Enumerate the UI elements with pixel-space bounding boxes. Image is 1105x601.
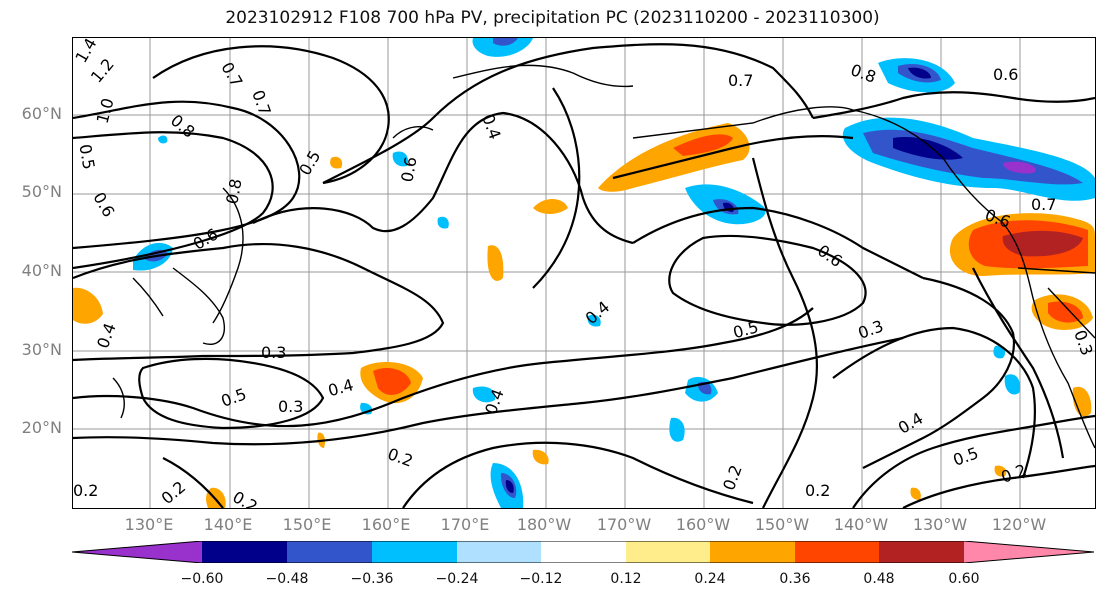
colorbar-left-triangle-icon xyxy=(72,541,202,563)
colorbar-segment xyxy=(795,541,879,563)
contour-label-group: 1.4 1.2 1.0 0.8 0.7 0.7 0.5 0.6 0.8 0.6 … xyxy=(73,38,1095,508)
colorbar-segment xyxy=(202,541,287,563)
contour-label: 0.2 xyxy=(229,487,261,508)
colorbar-tick-label: 0.12 xyxy=(610,571,642,587)
longitude-label: 160°E xyxy=(361,515,411,534)
colorbar-segment xyxy=(879,541,964,563)
map-panel: 1.4 1.2 1.0 0.8 0.7 0.7 0.5 0.6 0.8 0.6 … xyxy=(72,37,1096,509)
colorbar-segment xyxy=(541,541,626,563)
contour-label: 0.4 xyxy=(478,112,505,142)
longitude-label: 130°E xyxy=(124,515,174,534)
colorbar-segment xyxy=(710,541,795,563)
contour-label: 0.3 xyxy=(1070,328,1095,358)
longitude-label: 170°E xyxy=(440,515,490,534)
longitude-label: 120°W xyxy=(991,515,1047,534)
contour-label: 0.5 xyxy=(951,443,981,470)
latitude-label: 40°N xyxy=(21,261,62,280)
colorbar-segment xyxy=(626,541,710,563)
longitude-label: 170°W xyxy=(596,515,652,534)
colorbar-right-triangle-icon xyxy=(964,541,1094,563)
contour-label: 1.0 xyxy=(93,96,118,126)
longitude-label: 150°E xyxy=(282,515,332,534)
longitude-label: 140°W xyxy=(833,515,889,534)
contour-label: 0.5 xyxy=(219,384,249,411)
colorbar-tick-label: −0.12 xyxy=(519,571,563,587)
contour-label: 0.3 xyxy=(261,343,286,362)
contour-label: 0.3 xyxy=(278,397,303,416)
longitude-label: 130°W xyxy=(912,515,968,534)
contour-label: 0.8 xyxy=(222,177,245,205)
colorbar-segment xyxy=(372,541,457,563)
colorbar-tick-label: 0.60 xyxy=(948,571,980,587)
latitude-label: 30°N xyxy=(21,340,62,359)
colorbar-tick-label: 0.48 xyxy=(863,571,895,587)
contour-label: 0.4 xyxy=(93,320,120,350)
longitude-label: 150°W xyxy=(754,515,810,534)
contour-label: 0.6 xyxy=(993,65,1018,84)
contour-label: 0.4 xyxy=(326,375,356,400)
longitude-label: 140°E xyxy=(203,515,253,534)
map-canvas: 1.4 1.2 1.0 0.8 0.7 0.7 0.5 0.6 0.8 0.6 … xyxy=(73,38,1095,508)
colorbar-segment xyxy=(457,541,541,563)
contour-label: 0.2 xyxy=(158,477,190,508)
contour-label: 0.3 xyxy=(856,316,886,343)
contour-label: 0.4 xyxy=(895,408,927,437)
colorbar-tick-label: −0.48 xyxy=(265,571,309,587)
contour-label: 0.8 xyxy=(848,60,878,87)
contour-label: 0.6 xyxy=(397,155,420,183)
longitude-label: 180°W xyxy=(516,515,572,534)
contour-label: 0.5 xyxy=(731,317,761,342)
contour-label: 0.7 xyxy=(728,71,753,90)
contour-label: 0.2 xyxy=(385,444,415,471)
colorbar-segment xyxy=(287,541,372,563)
colorbar xyxy=(72,541,1094,563)
contour-label: 0.2 xyxy=(999,460,1029,487)
colorbar-tick-label: −0.36 xyxy=(350,571,394,587)
pv-contours xyxy=(73,43,1095,508)
coastlines xyxy=(112,64,1095,449)
graticule xyxy=(73,38,1095,508)
precip-shading xyxy=(73,38,1095,508)
contour-label: 0.2 xyxy=(719,462,746,492)
longitude-label: 160°W xyxy=(675,515,731,534)
colorbar-tick-label: −0.60 xyxy=(180,571,224,587)
contour-label: 0.6 xyxy=(814,241,846,271)
latitude-label: 20°N xyxy=(21,418,62,437)
latitude-label: 60°N xyxy=(21,104,62,123)
contour-label: 0.2 xyxy=(73,481,98,500)
chart-title: 2023102912 F108 700 hPa PV, precipitatio… xyxy=(225,8,880,28)
contour-label: 0.2 xyxy=(805,481,830,500)
contour-label: 0.7 xyxy=(1031,195,1056,214)
colorbar-tick-label: 0.36 xyxy=(779,571,811,587)
colorbar-tick-label: −0.24 xyxy=(435,571,479,587)
contour-label: 0.5 xyxy=(75,143,98,171)
contour-label: 0.4 xyxy=(582,297,614,328)
colorbar-tick-label: 0.24 xyxy=(694,571,726,587)
contour-label: 0.7 xyxy=(217,59,246,91)
latitude-label: 50°N xyxy=(21,182,62,201)
